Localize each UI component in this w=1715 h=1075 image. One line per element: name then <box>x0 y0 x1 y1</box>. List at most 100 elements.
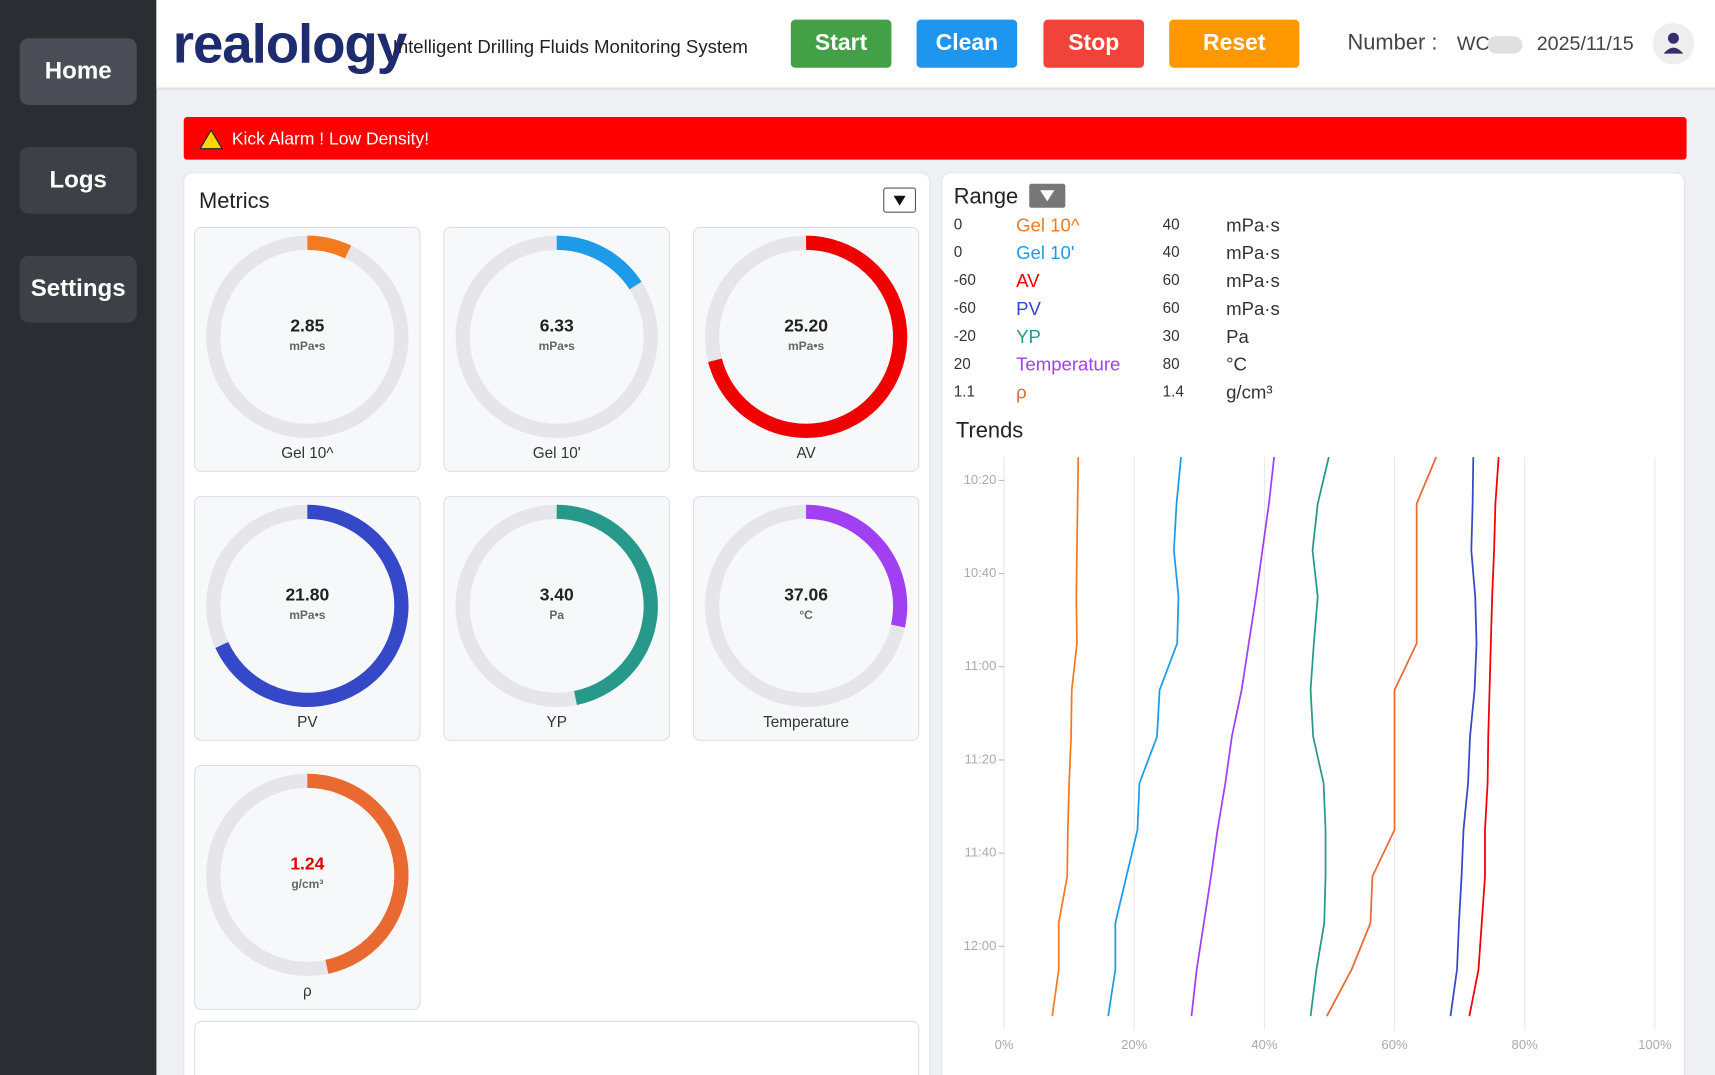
gauge-arc <box>556 235 642 290</box>
gauge-unit: mPa•s <box>289 339 326 353</box>
y-tick-label: 10:40 <box>964 565 997 580</box>
range-min: 0 <box>954 216 963 233</box>
gauge-name: Temperature <box>763 714 849 731</box>
trend-line <box>1107 457 1182 1017</box>
range-min: -20 <box>954 328 976 345</box>
nav-button[interactable] <box>19 38 137 105</box>
x-tick-label: 80% <box>1512 1037 1539 1052</box>
warning-icon <box>199 129 223 150</box>
y-tick-label: 11:40 <box>965 845 997 860</box>
trends-title: Trends <box>956 418 1023 443</box>
trend-line <box>1449 457 1478 1017</box>
avatar-body <box>1663 47 1684 54</box>
range-max: 80 <box>1163 356 1180 373</box>
range-unit: Pa <box>1226 326 1249 347</box>
gauge-value: 21.80 <box>285 585 329 605</box>
gauge-name: YP <box>547 714 567 731</box>
range-name: Gel 10^ <box>1016 214 1080 235</box>
toggle-arrow <box>1040 190 1055 202</box>
nav-button[interactable] <box>19 147 137 214</box>
action-label: Start <box>815 29 868 55</box>
trend-line <box>1051 457 1080 1017</box>
y-tick-label: 11:20 <box>965 751 997 766</box>
range-min: -60 <box>954 300 976 317</box>
gauge-value: 2.85 <box>290 316 324 336</box>
gauge-arc <box>708 235 908 438</box>
gauge-unit: mPa•s <box>289 608 326 622</box>
trend-line <box>1326 456 1437 1017</box>
action-label: Reset <box>1203 29 1266 55</box>
gauge-name: AV <box>796 445 816 462</box>
range-name: ρ <box>1016 382 1027 403</box>
alarm-bar <box>183 117 1687 160</box>
range-name: PV <box>1016 298 1041 319</box>
subtitle: Intelligent Drilling Fluids Monitoring S… <box>393 36 748 57</box>
gauge-unit: mPa•s <box>788 339 825 353</box>
metrics-title: Metrics <box>199 188 270 213</box>
toggle-arrow <box>893 195 906 206</box>
gauge-name: Gel 10' <box>533 445 581 462</box>
y-tick-label: 12:00 <box>964 938 997 953</box>
gauge-unit: g/cm³ <box>291 877 323 891</box>
range-max: 60 <box>1163 300 1180 317</box>
nav-label: Logs <box>49 166 106 193</box>
logo: realology <box>173 13 408 75</box>
gauge-name: PV <box>297 714 318 731</box>
trend-line <box>1309 456 1330 1017</box>
gauge-name: Gel 10^ <box>281 445 334 462</box>
gauge-value: 1.24 <box>290 854 324 874</box>
gauge-unit: Pa <box>549 608 564 622</box>
x-tick-label: 40% <box>1251 1037 1278 1052</box>
range-name: Gel 10' <box>1016 242 1074 263</box>
avatar[interactable] <box>1652 22 1695 65</box>
gauge-arc <box>805 504 908 628</box>
nav-label: Settings <box>31 275 126 302</box>
range-min: -60 <box>954 272 976 289</box>
range-unit: mPa·s <box>1226 242 1280 263</box>
y-tick-label: 10:20 <box>964 472 997 487</box>
range-unit: mPa·s <box>1226 298 1280 319</box>
date: 2025/11/15 <box>1537 33 1634 55</box>
range-min: 20 <box>954 356 971 373</box>
action-button[interactable] <box>916 19 1018 68</box>
action-label: Stop <box>1068 29 1119 55</box>
gauge-arc <box>556 504 658 705</box>
trend-line <box>1468 457 1500 1017</box>
range-unit: g/cm³ <box>1226 382 1272 403</box>
gauge-arc <box>215 504 409 707</box>
range-name: YP <box>1016 326 1041 347</box>
empty-card <box>194 1020 920 1075</box>
x-tick-label: 60% <box>1381 1037 1408 1052</box>
nav-button[interactable] <box>19 255 137 323</box>
range-unit: mPa·s <box>1226 214 1280 235</box>
range-min: 1.1 <box>954 384 975 401</box>
gauge-value: 25.20 <box>784 316 828 336</box>
gauge-unit: °C <box>799 608 813 622</box>
x-tick-label: 100% <box>1638 1037 1672 1052</box>
x-tick-label: 0% <box>995 1037 1014 1052</box>
gauge-arc <box>307 773 409 974</box>
gauge-name: ρ <box>303 983 312 1000</box>
range-max: 1.4 <box>1163 384 1185 401</box>
range-max: 30 <box>1163 328 1180 345</box>
range-panel <box>941 172 1685 1075</box>
range-name: AV <box>1016 270 1040 291</box>
gauge-arc <box>307 235 352 259</box>
action-button[interactable] <box>790 19 892 68</box>
range-unit: mPa·s <box>1226 270 1280 291</box>
action-button[interactable] <box>1169 19 1300 68</box>
x-tick-label: 20% <box>1121 1037 1148 1052</box>
gauge-value: 3.40 <box>540 585 574 605</box>
trend-line <box>1190 457 1276 1017</box>
range-unit: °C <box>1226 354 1247 375</box>
range-max: 40 <box>1163 216 1180 233</box>
action-button[interactable] <box>1043 19 1145 68</box>
range-title: Range <box>954 184 1018 209</box>
range-min: 0 <box>954 244 963 261</box>
avatar-head <box>1667 32 1679 44</box>
gauge-value: 6.33 <box>540 316 574 336</box>
range-max: 40 <box>1163 244 1180 261</box>
alarm-text: Kick Alarm ! Low Density! <box>232 129 429 149</box>
